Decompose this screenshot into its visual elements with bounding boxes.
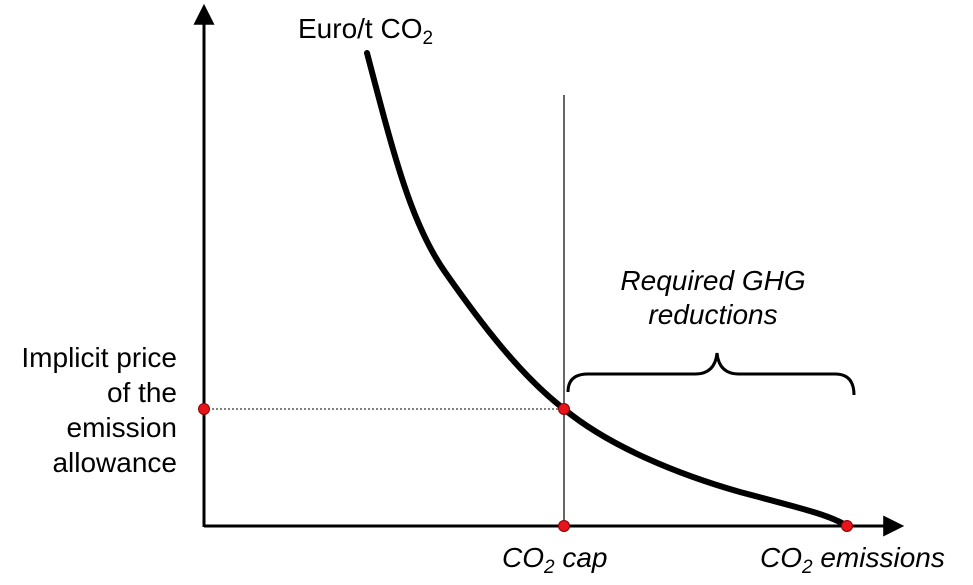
emissions-point	[841, 520, 853, 532]
price-label-line: emission	[66, 412, 177, 443]
price-label: Implicit price of the emission allowance	[2, 340, 177, 480]
price-label-line: Implicit price	[21, 342, 177, 373]
cap-label: CO2 cap	[502, 542, 608, 578]
price-label-line: of the	[106, 377, 177, 408]
y-axis-label: Euro/t CO2	[298, 13, 434, 49]
intersection-point	[558, 403, 570, 415]
abatement-cost-curve	[364, 50, 850, 529]
price-label-line: allowance	[52, 447, 177, 478]
reductions-label: Required GHG reductions	[578, 264, 848, 332]
cap-point	[558, 520, 570, 532]
emissions-label: CO2 emissions	[760, 542, 945, 578]
price-point	[198, 403, 210, 415]
reductions-label-line: Required GHG	[620, 265, 806, 296]
reductions-label-line: reductions	[648, 299, 778, 330]
reductions-brace	[566, 352, 856, 396]
